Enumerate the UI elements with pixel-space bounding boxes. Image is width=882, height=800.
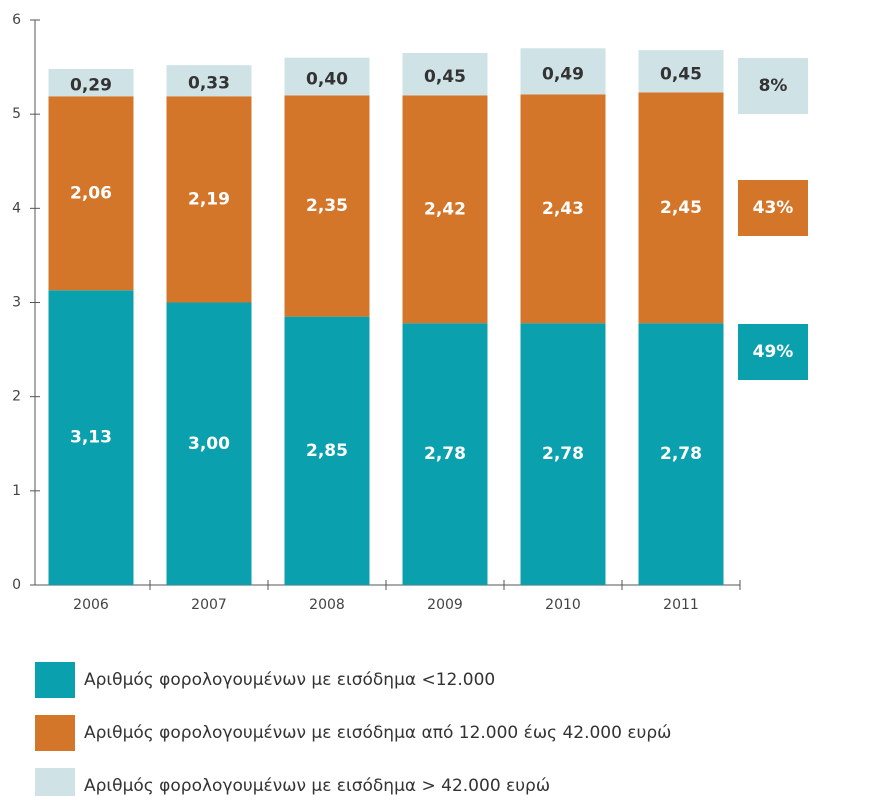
legend-swatch [35,715,75,751]
value-label: 0,45 [660,64,702,84]
x-tick-label: 2011 [663,597,699,613]
bar-segment [284,95,370,317]
y-tick-label: 2 [12,389,21,405]
x-tick-label: 2006 [73,597,109,613]
value-label: 0,33 [188,74,230,94]
bar-segment [402,52,488,96]
value-label: 2,19 [188,189,230,209]
value-label: 2,06 [70,183,112,203]
legend-swatch [35,768,75,800]
value-label: 0,45 [424,67,466,87]
legend-label: Αριθμός φορολογουμένων με εισόδημα <12.0… [84,670,495,690]
bar-segment [402,95,488,324]
bar-segment [166,302,252,585]
share-box [738,58,808,114]
bar-segment [520,94,606,324]
legend-label: Αριθμός φορολογουμένων με εισόδημα από 1… [84,723,671,743]
value-label: 0,29 [70,76,112,96]
share-label: 8% [759,76,788,96]
legend-swatch [35,662,75,698]
value-label: 2,85 [306,441,348,461]
y-tick-label: 3 [12,295,21,311]
y-tick-label: 6 [12,12,21,28]
legend-label: Αριθμός φορολογουμένων με εισόδημα > 42.… [84,776,550,796]
bar-segment [638,92,724,324]
bar-segment [284,57,370,96]
bar-segment [166,65,252,97]
value-label: 2,35 [306,196,348,216]
share-label: 49% [753,342,794,362]
x-tick-label: 2009 [427,597,463,613]
bar-segment [48,290,134,585]
bar-segment [166,96,252,303]
y-tick-label: 4 [12,200,21,216]
bar-segment [520,48,606,95]
bar-segment [48,68,134,97]
value-label: 2,43 [542,199,584,219]
value-label: 2,78 [542,444,584,464]
bar-segment [638,323,724,585]
bar-segment [402,323,488,585]
value-label: 0,40 [306,70,348,90]
y-tick-label: 1 [12,483,21,499]
value-label: 2,78 [424,444,466,464]
x-tick-label: 2010 [545,597,581,613]
bar-segment [520,323,606,585]
value-label: 0,49 [542,64,584,84]
value-label: 3,13 [70,428,112,448]
x-tick-label: 2007 [191,597,227,613]
share-box [738,324,808,380]
value-label: 3,00 [188,434,230,454]
bar-segment [284,316,370,585]
y-tick-label: 5 [12,106,21,122]
share-label: 43% [753,198,794,218]
x-tick-label: 2008 [309,597,345,613]
value-label: 2,45 [660,198,702,218]
share-box [738,180,808,236]
value-label: 2,78 [660,444,702,464]
bar-segment [48,96,134,291]
value-label: 2,42 [424,199,466,219]
y-tick-label: 0 [12,577,21,593]
bar-segment [638,50,724,93]
